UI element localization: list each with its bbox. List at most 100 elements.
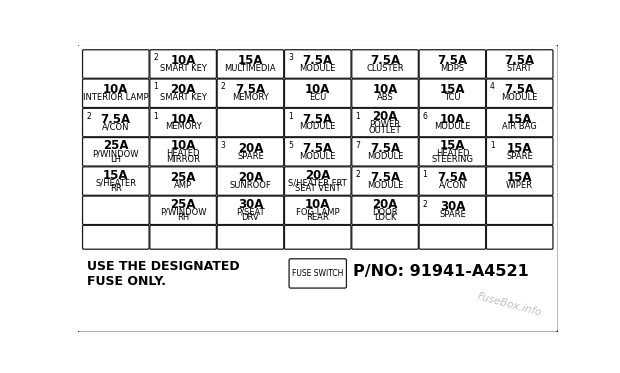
- Text: S/HEATER FRT: S/HEATER FRT: [288, 179, 347, 188]
- Text: 20A: 20A: [373, 110, 398, 123]
- FancyBboxPatch shape: [150, 225, 216, 249]
- FancyBboxPatch shape: [419, 50, 485, 78]
- Text: FUSE SWITCH: FUSE SWITCH: [292, 269, 343, 278]
- FancyBboxPatch shape: [289, 259, 347, 288]
- Text: 10A: 10A: [170, 54, 196, 67]
- Text: MODULE: MODULE: [299, 64, 336, 73]
- Text: 15A: 15A: [507, 171, 533, 184]
- Text: MIRROR: MIRROR: [166, 155, 200, 164]
- Text: 20A: 20A: [237, 142, 263, 155]
- Text: 7.5A: 7.5A: [236, 83, 265, 96]
- FancyBboxPatch shape: [150, 108, 216, 137]
- FancyBboxPatch shape: [82, 167, 149, 195]
- Text: STEERING: STEERING: [432, 155, 474, 164]
- Text: 10A: 10A: [170, 140, 196, 153]
- Text: 4: 4: [490, 82, 495, 91]
- FancyBboxPatch shape: [82, 79, 149, 107]
- FancyBboxPatch shape: [82, 50, 149, 78]
- Text: MEMORY: MEMORY: [232, 93, 269, 102]
- Text: 15A: 15A: [103, 169, 128, 182]
- Text: POWER: POWER: [370, 120, 401, 129]
- Text: HEATED: HEATED: [436, 149, 469, 158]
- FancyBboxPatch shape: [419, 138, 485, 166]
- FancyBboxPatch shape: [352, 225, 418, 249]
- FancyBboxPatch shape: [487, 138, 553, 166]
- Text: 7.5A: 7.5A: [437, 171, 467, 184]
- Text: CLUSTER: CLUSTER: [366, 64, 404, 73]
- Text: MEMORY: MEMORY: [165, 122, 202, 131]
- FancyBboxPatch shape: [352, 79, 418, 107]
- FancyBboxPatch shape: [150, 138, 216, 166]
- Text: 7.5A: 7.5A: [505, 54, 535, 67]
- FancyBboxPatch shape: [419, 167, 485, 195]
- Text: MODULE: MODULE: [367, 152, 403, 161]
- Text: MULTIMEDIA: MULTIMEDIA: [224, 64, 277, 73]
- Text: MODULE: MODULE: [502, 93, 538, 102]
- FancyBboxPatch shape: [352, 108, 418, 137]
- Text: SMART KEY: SMART KEY: [160, 93, 206, 102]
- Text: INTERIOR LAMP: INTERIOR LAMP: [83, 93, 149, 102]
- Text: 7.5A: 7.5A: [370, 171, 400, 184]
- Text: 10A: 10A: [305, 198, 330, 211]
- Text: DOOR: DOOR: [372, 208, 398, 217]
- Text: 7.5A: 7.5A: [505, 83, 535, 96]
- FancyBboxPatch shape: [352, 167, 418, 195]
- Text: 7.5A: 7.5A: [303, 142, 333, 155]
- Text: 20A: 20A: [305, 169, 330, 182]
- Text: 2: 2: [423, 200, 427, 209]
- Text: 3: 3: [288, 53, 293, 62]
- Text: 1: 1: [153, 112, 158, 121]
- FancyBboxPatch shape: [82, 108, 149, 137]
- Text: 20A: 20A: [170, 83, 196, 96]
- FancyBboxPatch shape: [150, 50, 216, 78]
- Text: 10A: 10A: [373, 83, 398, 96]
- Text: MODULE: MODULE: [434, 122, 471, 131]
- FancyBboxPatch shape: [419, 196, 485, 225]
- Text: LOCK: LOCK: [374, 213, 396, 222]
- FancyBboxPatch shape: [285, 167, 351, 195]
- FancyBboxPatch shape: [217, 196, 284, 225]
- Text: MODULE: MODULE: [367, 181, 403, 190]
- Text: OUTLET: OUTLET: [369, 126, 401, 135]
- Text: USE THE DESIGNATED: USE THE DESIGNATED: [87, 260, 239, 273]
- FancyBboxPatch shape: [217, 225, 284, 249]
- FancyBboxPatch shape: [285, 108, 351, 137]
- Text: HEATED: HEATED: [166, 149, 200, 158]
- Text: 15A: 15A: [440, 83, 465, 96]
- Text: START: START: [507, 64, 533, 73]
- FancyBboxPatch shape: [419, 225, 485, 249]
- Text: 10A: 10A: [305, 83, 330, 96]
- Text: 30A: 30A: [237, 198, 263, 211]
- Text: LH: LH: [110, 155, 122, 164]
- FancyBboxPatch shape: [419, 108, 485, 137]
- FancyBboxPatch shape: [82, 196, 149, 225]
- Text: MODULE: MODULE: [299, 152, 336, 161]
- FancyBboxPatch shape: [487, 196, 553, 225]
- Text: MDPS: MDPS: [440, 64, 464, 73]
- Text: WIPER: WIPER: [506, 181, 533, 190]
- Text: 7.5A: 7.5A: [437, 54, 467, 67]
- FancyBboxPatch shape: [487, 108, 553, 137]
- Text: 30A: 30A: [440, 200, 465, 213]
- Text: P/NO: 91941-A4521: P/NO: 91941-A4521: [353, 264, 528, 279]
- Text: FuseBox.info: FuseBox.info: [476, 291, 542, 318]
- Text: 15A: 15A: [440, 140, 465, 153]
- Text: 2: 2: [221, 82, 226, 91]
- Text: 5: 5: [288, 141, 293, 150]
- FancyBboxPatch shape: [419, 79, 485, 107]
- Text: 20A: 20A: [373, 198, 398, 211]
- Text: TCU: TCU: [444, 93, 461, 102]
- Text: A/CON: A/CON: [438, 181, 466, 190]
- Text: SPARE: SPARE: [237, 152, 264, 161]
- Text: 3: 3: [221, 141, 226, 150]
- FancyBboxPatch shape: [217, 108, 284, 137]
- FancyBboxPatch shape: [82, 138, 149, 166]
- Text: RR: RR: [110, 184, 122, 193]
- Text: 1: 1: [288, 112, 293, 121]
- Text: P/SEAT: P/SEAT: [236, 208, 265, 217]
- Text: 25A: 25A: [103, 140, 128, 153]
- Text: 15A: 15A: [507, 142, 533, 155]
- Text: FUSE ONLY.: FUSE ONLY.: [87, 275, 166, 288]
- Text: ABS: ABS: [377, 93, 394, 102]
- Text: SUNROOF: SUNROOF: [229, 181, 272, 190]
